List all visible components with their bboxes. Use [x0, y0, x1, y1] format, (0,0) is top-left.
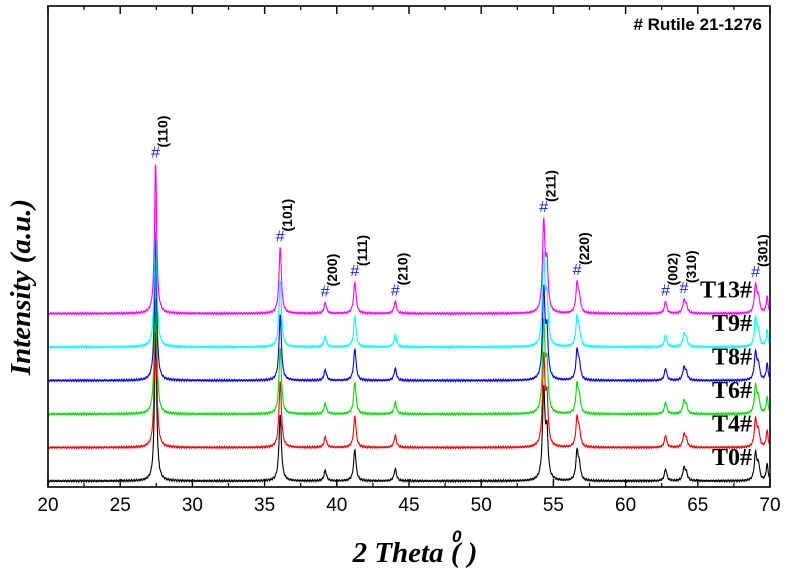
peak-hkl-label: (301)	[755, 234, 771, 267]
peak-hkl-label: (200)	[324, 254, 340, 287]
peak-marker-layer: #(110)#(101)#(200) #(111)#(210)#(211)#(22…	[151, 116, 770, 301]
series-label-T13: T13#	[700, 278, 752, 304]
series-label-T8: T8#	[712, 345, 752, 371]
series-line-T6	[47, 264, 771, 417]
svg-text:2 Theta ( ): 2 Theta ( )	[352, 537, 478, 569]
x-tick-label: 50	[471, 495, 492, 516]
peak-marker-hash: #	[573, 262, 582, 279]
series-label-T6: T6#	[712, 378, 752, 404]
x-tick-label: 60	[615, 495, 636, 516]
series-line-T13	[47, 164, 771, 316]
peak-hkl-label: (101)	[279, 199, 295, 232]
series-label-T0: T0#	[712, 445, 752, 471]
peak-hkl-label: (220)	[576, 232, 592, 265]
x-axis-unit: ( )	[451, 537, 478, 569]
peak-marker-hash: #	[151, 144, 160, 161]
peak-hkl-label: (310)	[683, 250, 699, 283]
peak-marker-hash: #	[321, 283, 330, 300]
peak-marker-hash: #	[391, 282, 400, 299]
series-line-T9	[47, 197, 771, 350]
x-tick-label: 45	[398, 495, 419, 516]
series-line-T8	[47, 231, 771, 383]
x-axis-unit-superscript: 0	[452, 527, 462, 546]
peak-hkl-label: (111)	[354, 235, 370, 266]
peak-marker-hash: #	[350, 263, 359, 280]
x-tick-label: 70	[759, 495, 780, 516]
series-layer: T0# T4# T6# T8# T9# T13#	[47, 164, 771, 484]
x-axis-label: 2 Theta	[352, 537, 444, 569]
peak-marker-hash: #	[661, 283, 670, 300]
peak-marker-hash: #	[276, 228, 285, 245]
x-tick-label: 20	[37, 495, 58, 516]
reference-label: # Rutile 21-1276	[633, 15, 762, 34]
x-tick-label: 40	[326, 495, 347, 516]
x-tick-label: 65	[687, 495, 708, 516]
peak-hkl-label: (110)	[155, 116, 171, 148]
peak-hkl-label: (210)	[394, 253, 410, 286]
peak-hkl-label: (211)	[543, 170, 559, 202]
peak-marker-hash: #	[751, 264, 760, 281]
series-line-T4	[47, 298, 771, 450]
x-tick-label: 55	[543, 495, 564, 516]
x-tick-label: 30	[182, 495, 203, 516]
axis-layer: 20 25 30 35 40 45 50 55 60 65 70	[37, 5, 781, 516]
x-tick-label: 25	[110, 495, 131, 516]
series-label-T9: T9#	[712, 311, 752, 337]
svg-text:Intensity (a.u.): Intensity (a.u.)	[5, 199, 37, 376]
series-label-T4: T4#	[712, 412, 752, 438]
x-tick-label: 35	[254, 495, 275, 516]
peak-hkl-label: (002)	[665, 253, 681, 286]
y-axis-label: Intensity	[5, 270, 37, 376]
y-axis-unit: (a.u.)	[5, 199, 37, 263]
peak-marker-hash: #	[679, 280, 688, 297]
y-axis-title: Intensity (a.u.)	[5, 199, 37, 376]
x-axis-title: 2 Theta ( ) 0	[352, 527, 478, 569]
peak-marker-hash: #	[539, 199, 548, 216]
